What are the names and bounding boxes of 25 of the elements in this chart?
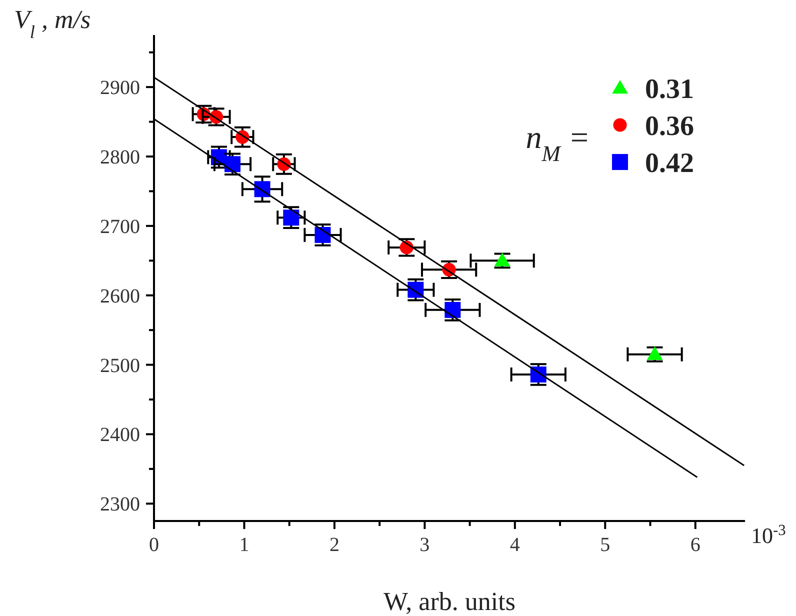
point [314, 226, 331, 243]
y-tick-label: 2700 [100, 216, 140, 238]
text: 10$^{-3}$ [751, 522, 786, 548]
y-tick-label: 2800 [100, 146, 140, 168]
point [283, 210, 300, 226]
x-tick-label: 1 [239, 534, 250, 556]
y-tick-label: 2500 [100, 354, 140, 377]
x-axis-title: W, arb. units [384, 587, 516, 616]
y-tick-label: 2900 [100, 77, 140, 100]
x-tick-label: 0 [149, 534, 159, 556]
y-tick-label: 2600 [100, 285, 140, 308]
legend-label: 0.42 [645, 148, 694, 179]
legend-label: 0.36 [645, 111, 694, 142]
point [224, 156, 240, 172]
x-tick-label: 5 [600, 534, 610, 556]
x-tick-label: 3 [420, 534, 430, 556]
x-tick-label: 4 [510, 534, 520, 556]
legend-label: 0.31 [645, 74, 694, 105]
y-tick-label: 2400 [100, 424, 140, 446]
x-tick-label: 2 [329, 534, 340, 556]
y-axis-title: V$_{l}$ , m/s [14, 5, 91, 42]
legend-title: n$_{M}$ = [526, 119, 590, 166]
y-tick-label: 2300 [100, 494, 140, 516]
point [444, 302, 461, 318]
x-tick-label: 6 [690, 534, 700, 556]
